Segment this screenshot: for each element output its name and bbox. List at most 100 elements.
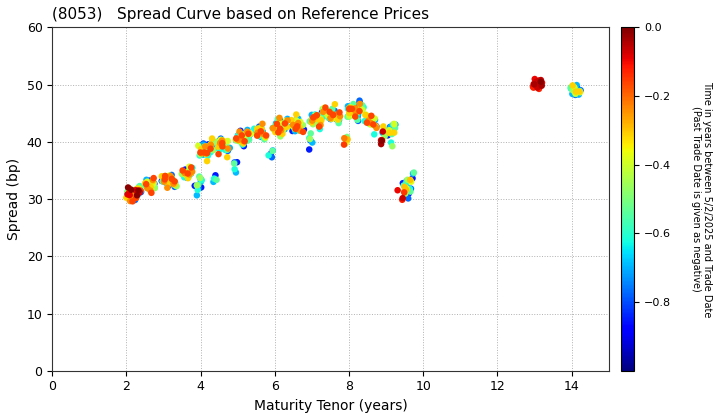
Point [312,120,324,126]
Point [333,117,345,123]
Point [235,134,246,141]
Point [265,150,276,157]
Point [290,111,302,118]
Point [220,146,232,153]
Point [328,111,339,118]
Point [347,105,359,111]
Point [306,117,318,124]
Point [277,127,289,134]
Point [325,116,337,122]
Point [147,176,158,183]
Point [315,116,326,122]
Point [237,133,248,139]
Point [384,123,396,130]
Point [178,172,189,178]
Point [169,179,181,186]
Point [140,183,152,189]
Point [275,131,287,137]
Point [367,119,379,126]
Point [270,128,282,134]
Point [158,174,170,181]
Point [279,121,291,127]
Point [536,82,547,89]
Point [258,136,270,143]
Point [326,114,338,121]
Point [327,105,338,112]
Point [135,189,147,195]
Point [166,176,178,182]
Point [354,108,365,114]
Point [238,141,249,148]
Point [252,129,264,136]
Point [315,122,326,129]
Point [377,123,389,130]
Point [125,186,137,193]
Point [295,122,307,129]
Point [351,108,363,115]
Point [287,123,298,130]
Point [375,137,387,144]
Point [342,136,354,143]
Point [405,185,417,192]
Point [122,189,134,196]
Point [268,126,279,133]
Point [530,81,541,88]
Point [125,191,137,198]
Point [330,115,341,122]
Point [143,177,155,184]
Point [359,112,371,118]
Point [163,181,174,187]
Point [310,111,321,118]
Point [191,192,202,199]
Point [256,129,268,136]
Point [400,186,412,193]
Point [319,105,330,111]
Point [356,106,368,113]
Point [182,174,194,181]
Point [379,133,390,139]
Point [238,134,249,141]
Point [405,188,416,195]
Point [343,106,355,113]
Point [276,127,287,134]
Point [183,171,194,178]
Point [359,118,370,124]
Point [363,115,374,122]
Point [333,109,345,116]
Point [186,164,197,171]
Point [351,111,362,118]
Point [177,167,189,174]
Point [533,82,544,89]
Point [323,108,335,115]
Point [354,100,366,107]
Point [132,192,143,198]
Point [328,113,339,120]
Point [256,124,267,131]
Point [290,126,302,132]
Point [535,79,546,85]
Point [282,116,293,122]
Point [253,125,265,132]
Point [329,108,341,114]
Point [192,181,204,188]
Y-axis label: Spread (bp): Spread (bp) [7,158,21,240]
Point [331,116,343,123]
Point [570,92,581,98]
Point [322,112,333,118]
Point [371,123,382,130]
Point [317,105,328,112]
Point [289,118,301,124]
Point [365,121,377,128]
Point [570,88,582,95]
Point [196,177,207,184]
Point [141,181,153,187]
Point [364,120,375,126]
Point [333,120,344,126]
Point [195,142,207,149]
Point [202,144,214,151]
Point [210,172,221,178]
Point [569,84,580,91]
Point [132,187,144,194]
Point [382,127,393,134]
Point [344,104,356,110]
